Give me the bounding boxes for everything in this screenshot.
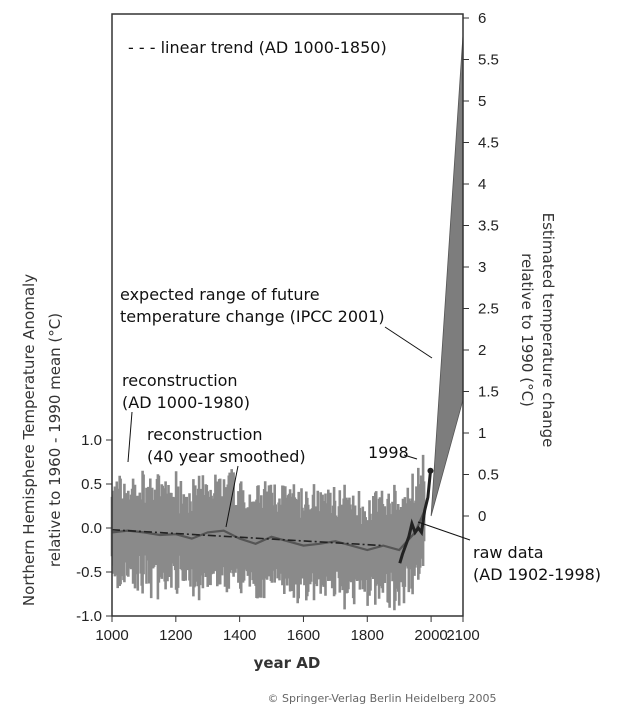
annotation-smooth-line1: reconstruction (147, 425, 263, 444)
y-left-tick-label: -0.5 (76, 564, 102, 581)
annotation-raw-leader (417, 521, 471, 541)
y-right-tick-label: 0.5 (478, 467, 499, 484)
x-tick-label: 1200 (159, 627, 192, 644)
linear-trend-line (111, 528, 384, 547)
marker-1998 (427, 467, 434, 474)
annotation-recon-leader (127, 411, 133, 463)
annotation-raw-line1: raw data (473, 543, 544, 562)
annotation-future-line1: expected range of future (120, 285, 320, 304)
annotation-recon-line2: (AD 1000-1980) (122, 393, 250, 412)
raw-data-line (398, 470, 432, 564)
smoothed-reconstruction-line (111, 509, 426, 552)
y-right-tick-label: 3.5 (478, 218, 499, 235)
y-left-tick-label: 1.0 (81, 432, 102, 449)
y-right-tick-label: 6 (478, 10, 486, 27)
y-right-tick-label: 4 (478, 176, 486, 193)
y-left-tick-label: -1.0 (76, 608, 102, 625)
annotation-future-leader (384, 326, 433, 359)
annotation-future-line2: temperature change (IPCC 2001) (120, 307, 385, 326)
annotation-1998-leader (403, 454, 418, 460)
y-right-tick-label: 5.5 (478, 52, 499, 69)
annotation-smooth-leader (225, 465, 239, 528)
plot-frame (111, 13, 464, 617)
annotation-recon-line1: reconstruction (122, 371, 238, 390)
y-left-tick-label: 0.5 (81, 476, 102, 493)
y-axis-label-right-line2: relative to 1990 (°C) (518, 253, 536, 407)
x-axis-label: year AD (254, 654, 321, 672)
y-right-tick-label: 5 (478, 93, 486, 110)
future-range-area (430, 34, 464, 517)
y-right-tick-label: 1.5 (478, 384, 499, 401)
x-tick-label: 2100 (446, 627, 479, 644)
legend-linear-trend: - - - linear trend (AD 1000-1850) (128, 38, 387, 57)
reconstruction-band (110, 454, 426, 611)
y-right-tick-label: 0 (478, 508, 486, 525)
y-left-tick-label: 0.0 (81, 520, 102, 537)
x-tick-label: 1600 (287, 627, 320, 644)
y-axis-label-left-line2: relative to 1960 - 1990 mean (°C) (46, 313, 64, 567)
annotation-1998: 1998 (368, 443, 409, 462)
x-tick-label: 2000 (414, 627, 447, 644)
x-tick-label: 1800 (351, 627, 384, 644)
y-axis-label-left-line1: Northern Hemisphere Temperature Anomaly (20, 274, 38, 606)
y-right-tick-label: 1 (478, 425, 486, 442)
y-right-tick-label: 2 (478, 342, 486, 359)
annotation-smooth-line2: (40 year smoothed) (147, 447, 306, 466)
y-right-tick-label: 3 (478, 259, 486, 276)
annotation-raw-line2: (AD 1902-1998) (473, 565, 601, 584)
y-right-tick-label: 4.5 (478, 135, 499, 152)
x-tick-label: 1400 (223, 627, 256, 644)
x-tick-label: 1000 (95, 627, 128, 644)
y-axis-label-right-line1: Estimated temperature change (539, 213, 557, 448)
copyright: © Springer-Verlag Berlin Heidelberg 2005 (267, 692, 496, 705)
y-right-tick-label: 2.5 (478, 301, 499, 318)
